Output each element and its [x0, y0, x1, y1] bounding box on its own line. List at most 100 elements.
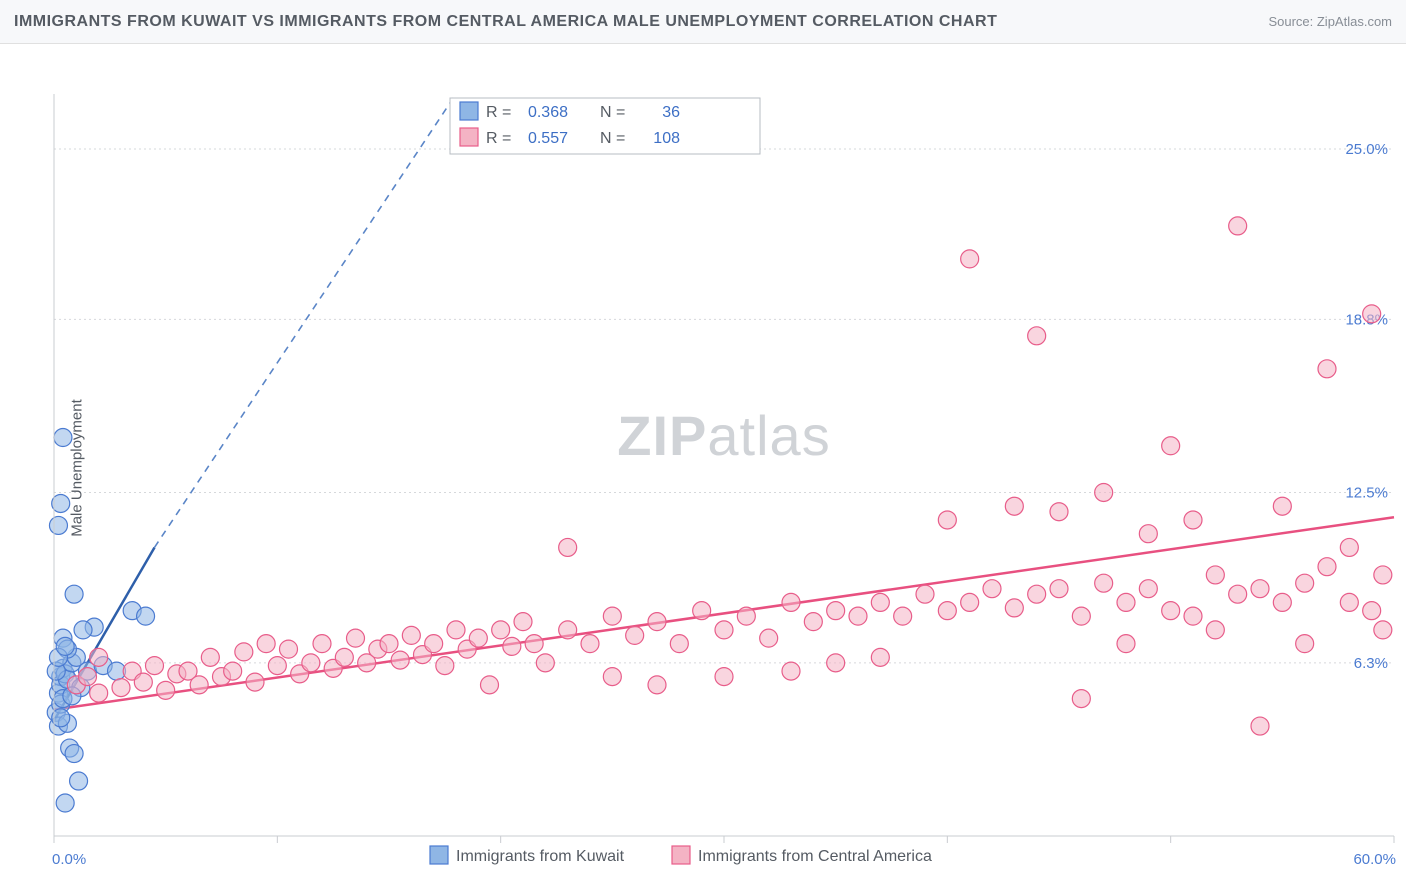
point-central-america [804, 613, 822, 631]
point-central-america [760, 629, 778, 647]
point-central-america [257, 635, 275, 653]
point-central-america [1251, 717, 1269, 735]
point-central-america [983, 580, 1001, 598]
legend-r-label: R = [486, 130, 511, 147]
point-kuwait [137, 607, 155, 625]
point-central-america [268, 657, 286, 675]
trend-line-kuwait-extrapolated [155, 94, 457, 547]
point-central-america [827, 654, 845, 672]
point-central-america [871, 648, 889, 666]
point-central-america [1229, 217, 1247, 235]
point-central-america [1374, 621, 1392, 639]
point-central-america [782, 662, 800, 680]
point-central-america [1340, 593, 1358, 611]
point-central-america [1184, 607, 1202, 625]
legend-n-value: 108 [653, 130, 680, 147]
point-central-america [79, 668, 97, 686]
point-kuwait [65, 745, 83, 763]
point-central-america [1072, 690, 1090, 708]
point-central-america [447, 621, 465, 639]
point-central-america [90, 648, 108, 666]
legend-r-value: 0.368 [528, 104, 568, 121]
point-central-america [1005, 497, 1023, 515]
point-central-america [1050, 503, 1068, 521]
point-central-america [559, 621, 577, 639]
point-central-america [492, 621, 510, 639]
y-axis-label: Male Unemployment [68, 399, 85, 537]
x-legend-swatch [430, 846, 448, 864]
point-central-america [1273, 497, 1291, 515]
point-central-america [536, 654, 554, 672]
point-central-america [525, 635, 543, 653]
point-central-america [916, 585, 934, 603]
point-central-america [1363, 305, 1381, 323]
point-central-america [603, 668, 621, 686]
point-central-america [1273, 593, 1291, 611]
point-central-america [1162, 437, 1180, 455]
point-central-america [425, 635, 443, 653]
point-central-america [1028, 585, 1046, 603]
point-central-america [648, 613, 666, 631]
watermark: ZIPatlas [617, 404, 830, 467]
point-central-america [715, 621, 733, 639]
point-central-america [1296, 574, 1314, 592]
point-central-america [134, 673, 152, 691]
point-central-america [146, 657, 164, 675]
point-central-america [224, 662, 242, 680]
page-title: IMMIGRANTS FROM KUWAIT VS IMMIGRANTS FRO… [14, 13, 997, 31]
point-central-america [1139, 525, 1157, 543]
source-label: Source: ZipAtlas.com [1268, 14, 1392, 29]
point-central-america [1363, 602, 1381, 620]
point-central-america [1318, 360, 1336, 378]
point-central-america [1095, 483, 1113, 501]
point-central-america [670, 635, 688, 653]
point-central-america [1251, 580, 1269, 598]
point-central-america [246, 673, 264, 691]
point-central-america [201, 648, 219, 666]
point-central-america [391, 651, 409, 669]
point-central-america [782, 593, 800, 611]
point-central-america [1184, 511, 1202, 529]
point-central-america [157, 681, 175, 699]
point-kuwait [70, 772, 88, 790]
point-central-america [961, 593, 979, 611]
title-bar: IMMIGRANTS FROM KUWAIT VS IMMIGRANTS FRO… [0, 0, 1406, 44]
point-central-america [1206, 621, 1224, 639]
point-central-america [1374, 566, 1392, 584]
point-central-america [503, 637, 521, 655]
point-central-america [737, 607, 755, 625]
point-central-america [603, 607, 621, 625]
point-central-america [1340, 538, 1358, 556]
legend-r-value: 0.557 [528, 130, 568, 147]
legend-r-label: R = [486, 104, 511, 121]
point-central-america [626, 626, 644, 644]
point-central-america [280, 640, 298, 658]
point-central-america [871, 593, 889, 611]
point-central-america [1296, 635, 1314, 653]
point-central-america [559, 538, 577, 556]
point-central-america [1117, 635, 1135, 653]
x-legend-label: Immigrants from Kuwait [456, 848, 625, 865]
point-central-america [514, 613, 532, 631]
point-central-america [235, 643, 253, 661]
point-central-america [313, 635, 331, 653]
point-central-america [648, 676, 666, 694]
point-central-america [1028, 327, 1046, 345]
point-kuwait [56, 794, 74, 812]
y-tick-label: 25.0% [1345, 141, 1388, 158]
point-central-america [402, 626, 420, 644]
point-central-america [1229, 585, 1247, 603]
legend-swatch [460, 128, 478, 146]
x-tick-label: 60.0% [1353, 851, 1396, 868]
point-central-america [1005, 599, 1023, 617]
point-central-america [961, 250, 979, 268]
point-central-america [469, 629, 487, 647]
legend-n-value: 36 [662, 104, 680, 121]
point-kuwait [74, 621, 92, 639]
point-central-america [1117, 593, 1135, 611]
legend-swatch [460, 102, 478, 120]
point-central-america [1095, 574, 1113, 592]
point-central-america [827, 602, 845, 620]
point-central-america [715, 668, 733, 686]
legend-n-label: N = [600, 104, 625, 121]
